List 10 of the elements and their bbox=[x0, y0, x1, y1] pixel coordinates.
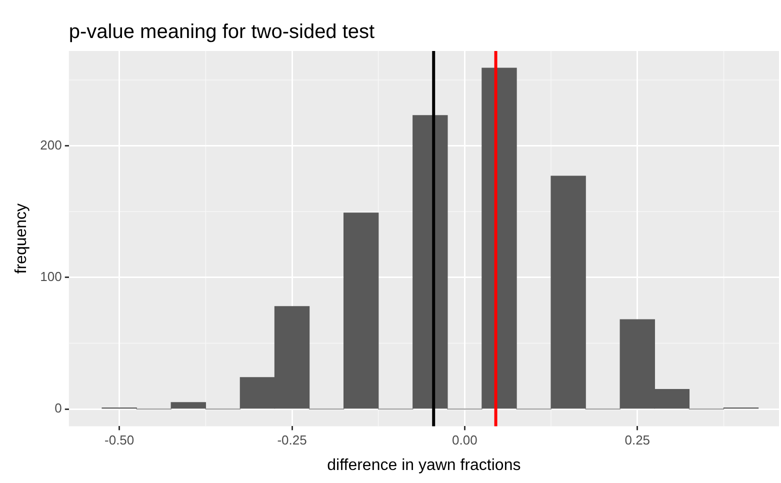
x-axis-title: difference in yawn fractions bbox=[327, 456, 521, 474]
y-tick-label: 200 bbox=[40, 137, 62, 152]
chart-title: p-value meaning for two-sided test bbox=[68, 21, 376, 43]
x-tick-label: -0.25 bbox=[277, 432, 307, 448]
x-tick-label: -0.50 bbox=[104, 432, 134, 448]
y-tick-label: 100 bbox=[40, 269, 62, 284]
y-axis-title: frequency bbox=[13, 203, 30, 274]
x-tick-label: 0.25 bbox=[624, 432, 650, 448]
x-tick-label: 0.00 bbox=[452, 432, 478, 448]
y-tick-label: 0 bbox=[54, 400, 62, 416]
